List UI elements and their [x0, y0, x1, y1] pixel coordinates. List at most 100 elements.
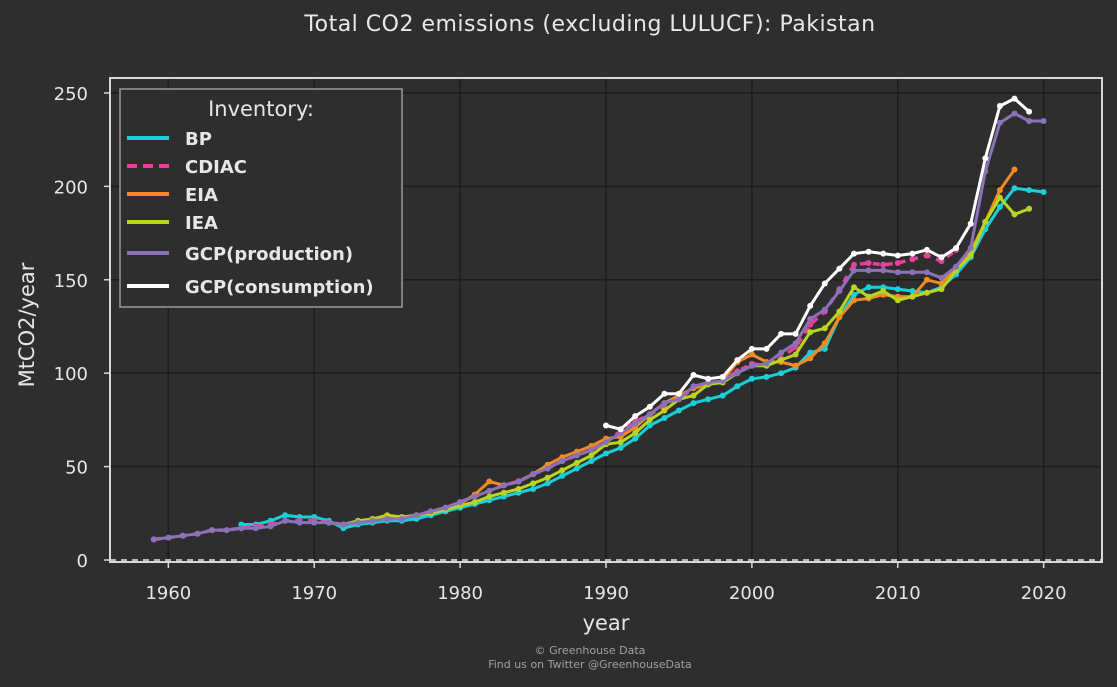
data-point [909, 288, 916, 294]
data-point [748, 345, 755, 352]
legend-label: GCP(production) [185, 244, 353, 265]
data-point [851, 291, 857, 298]
data-point [996, 194, 1003, 201]
data-point [282, 512, 289, 519]
data-point [632, 435, 639, 442]
y-tick-label: 250 [54, 84, 88, 105]
data-point [603, 422, 609, 429]
data-point [194, 530, 201, 537]
data-point [865, 284, 872, 291]
data-point [150, 536, 157, 543]
data-point [603, 450, 609, 457]
data-point [734, 370, 741, 377]
data-point [1011, 166, 1018, 173]
x-tick-label: 1980 [437, 583, 483, 604]
data-point [544, 474, 551, 481]
data-point [880, 250, 887, 257]
data-point [311, 519, 318, 526]
y-axis-label: MtCO2/year [15, 262, 39, 387]
data-point [588, 446, 595, 453]
data-point [865, 260, 872, 266]
data-point [821, 340, 828, 347]
data-point [909, 256, 916, 263]
x-tick-label: 2000 [729, 583, 775, 604]
data-point [1026, 205, 1033, 212]
data-point [646, 411, 653, 418]
data-point [369, 517, 376, 524]
footer-credit: © Greenhouse Data [534, 644, 646, 657]
data-point [471, 499, 478, 506]
data-point [690, 372, 697, 378]
legend-item-iea: IEA [127, 213, 218, 234]
series-layer [150, 95, 1047, 543]
data-point [778, 370, 785, 377]
data-point [603, 439, 609, 446]
data-point [851, 284, 857, 291]
data-point [851, 261, 857, 268]
data-point [734, 383, 741, 390]
data-point [675, 390, 682, 397]
data-point [851, 267, 857, 274]
data-point [442, 504, 449, 511]
data-point [880, 261, 887, 268]
data-point [632, 420, 639, 427]
data-point [894, 297, 901, 304]
data-point [325, 519, 332, 526]
data-point [807, 349, 814, 356]
data-point [340, 521, 347, 528]
data-point [646, 403, 653, 410]
x-tick-label: 2020 [1021, 583, 1067, 604]
data-point [267, 523, 274, 530]
data-point [923, 289, 930, 296]
data-point [836, 314, 843, 321]
data-point [661, 400, 668, 407]
data-point [865, 248, 872, 255]
data-point [880, 288, 887, 294]
data-point [1040, 118, 1047, 124]
data-point [486, 487, 493, 494]
data-point [807, 302, 814, 309]
y-tick-label: 150 [54, 271, 88, 292]
data-point [1026, 108, 1033, 115]
legend-label: EIA [185, 185, 218, 206]
data-point [778, 349, 785, 356]
footer-twitter: Find us on Twitter @GreenhouseData [488, 658, 692, 671]
legend-label: IEA [185, 213, 218, 234]
data-point [807, 355, 814, 362]
x-tick-label: 1990 [583, 583, 629, 604]
data-point [923, 269, 930, 276]
data-point [865, 267, 872, 274]
data-point [982, 155, 989, 162]
data-point [632, 413, 639, 420]
data-point [719, 373, 726, 380]
x-tick-label: 1960 [145, 583, 191, 604]
data-point [559, 472, 566, 479]
data-point [807, 316, 814, 322]
data-point [967, 245, 974, 251]
data-point [515, 486, 522, 492]
data-point [675, 407, 682, 414]
data-point [705, 375, 712, 382]
data-point [530, 471, 537, 478]
data-point [836, 265, 843, 272]
data-point [632, 430, 639, 436]
data-point [865, 293, 872, 300]
data-point [500, 489, 507, 496]
data-point [209, 527, 216, 534]
legend-title: Inventory: [208, 97, 314, 121]
data-point [705, 396, 712, 403]
data-point [486, 478, 493, 485]
legend-label: CDIAC [185, 157, 247, 178]
data-point [1011, 95, 1018, 102]
data-point [894, 260, 901, 266]
data-point [792, 330, 799, 337]
data-point [179, 532, 186, 539]
data-point [996, 103, 1003, 109]
data-point [909, 269, 916, 276]
data-point [559, 467, 566, 474]
legend-label: BP [185, 129, 212, 150]
data-point [821, 325, 828, 332]
y-axis-ticks: 0 50 100 150 200 250 [54, 84, 110, 572]
data-point [851, 297, 857, 304]
